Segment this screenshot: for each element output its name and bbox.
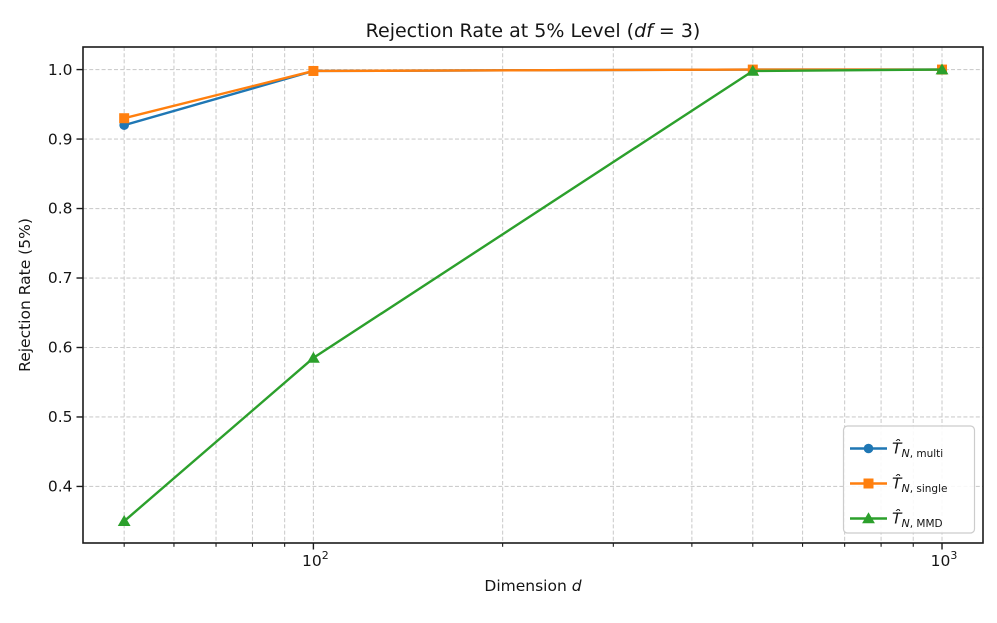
legend-marker-single	[863, 478, 874, 489]
marker-mmd	[117, 514, 131, 526]
legend-label: T̂N, single	[892, 474, 947, 495]
y-axis: 0.4 0.5 0.6 0.7 0.8 0.9 1.0	[48, 61, 83, 496]
x-tick-label: 102	[302, 549, 329, 570]
legend-entry-mmd: T̂N, MMD	[850, 509, 943, 530]
x-tick-label: 103	[931, 549, 958, 570]
y-tick-label: 0.7	[48, 269, 73, 287]
marker-mmd	[935, 63, 949, 75]
x-axis-label: Dimension d	[484, 577, 581, 595]
y-axis-label: Rejection Rate (5%)	[16, 218, 34, 372]
marker-mmd	[746, 64, 760, 76]
y-tick-label: 1.0	[48, 61, 73, 79]
chart-title: Rejection Rate at 5% Level (df = 3)	[366, 20, 701, 42]
y-tick-label: 0.4	[48, 478, 73, 496]
legend-entry-multi: T̂N, multi	[850, 439, 943, 460]
legend-box	[842, 425, 976, 534]
legend-label: T̂N, MMD	[892, 509, 943, 530]
legend-marker-multi	[863, 443, 874, 454]
marker-single	[119, 113, 130, 124]
marker-single	[308, 65, 319, 76]
legend-marker-mmd	[862, 512, 875, 524]
x-axis: 102 103	[123, 543, 958, 570]
y-tick-label: 0.9	[48, 130, 73, 148]
y-tick-label: 0.5	[48, 408, 73, 426]
series-mmd	[117, 63, 949, 526]
gridlines	[83, 47, 983, 543]
legend-label: T̂N, multi	[892, 439, 943, 460]
legend: T̂N, multi T̂N, single T̂N, MMD	[842, 425, 976, 534]
legend-entry-single: T̂N, single	[850, 474, 947, 495]
y-tick-label: 0.6	[48, 339, 73, 357]
series-line-mmd	[123, 68, 943, 523]
plot-border	[82, 46, 984, 544]
marker-mmd	[307, 351, 320, 363]
y-tick-label: 0.8	[48, 200, 73, 218]
